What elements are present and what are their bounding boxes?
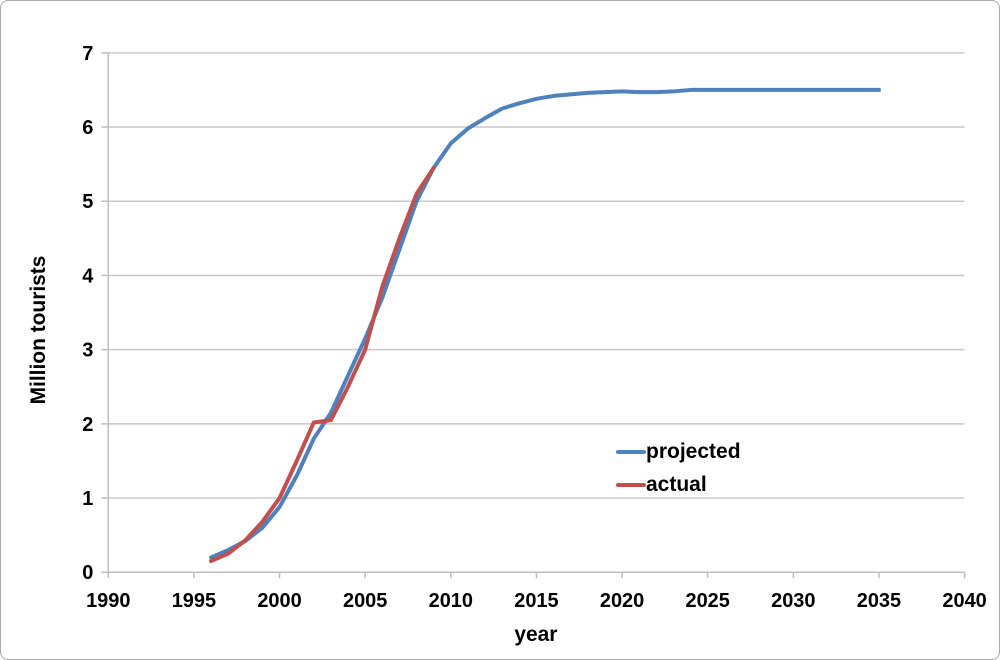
y-tick-label-5: 5 — [82, 191, 93, 213]
y-tick-label-2: 2 — [82, 414, 93, 436]
x-tick-label-1990: 1990 — [86, 590, 130, 612]
series-line-projected — [209, 87, 881, 560]
x-tick-label-2025: 2025 — [685, 590, 729, 612]
legend-line-projected-icon — [616, 449, 646, 454]
x-tick-label-2020: 2020 — [600, 590, 644, 612]
legend-label-projected: projected — [646, 440, 741, 463]
y-tick-label-7: 7 — [82, 43, 93, 65]
x-tick-label-2005: 2005 — [343, 590, 387, 612]
legend-line-actual-icon — [616, 482, 646, 487]
y-axis-title: Million tourists — [27, 256, 50, 405]
x-tick-label-2030: 2030 — [771, 590, 815, 612]
x-tick-label-2010: 2010 — [429, 590, 473, 612]
series-line-actual — [209, 165, 436, 564]
x-tick-label-2000: 2000 — [257, 590, 301, 612]
legend-entry-projected: projected — [616, 439, 741, 464]
y-tick-label-1: 1 — [82, 488, 93, 510]
x-tick-label-2040: 2040 — [942, 590, 986, 612]
legend: projected actual — [616, 439, 741, 497]
y-tick-label-4: 4 — [82, 265, 93, 287]
legend-label-actual: actual — [646, 473, 707, 496]
y-tick-label-3: 3 — [82, 340, 93, 362]
x-tick-label-2015: 2015 — [514, 590, 558, 612]
legend-entry-actual: actual — [616, 472, 741, 497]
x-tick-label-2035: 2035 — [857, 590, 901, 612]
y-tick-label-0: 0 — [82, 562, 93, 584]
x-axis-title: year — [514, 623, 557, 646]
y-tick-label-6: 6 — [82, 117, 93, 139]
x-tick-label-1995: 1995 — [172, 590, 216, 612]
